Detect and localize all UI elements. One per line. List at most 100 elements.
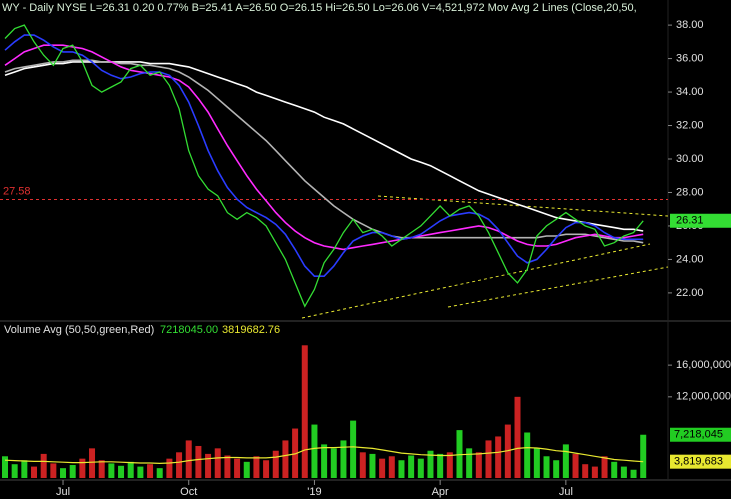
volume-bar xyxy=(118,465,125,478)
volume-bar xyxy=(40,453,47,478)
volume-bar xyxy=(301,345,308,478)
volume-bar xyxy=(601,456,608,478)
volume-bar xyxy=(205,453,212,478)
volume-bar xyxy=(398,460,405,478)
volume-bar xyxy=(311,424,318,478)
volume-bar xyxy=(495,436,502,478)
volume-bar xyxy=(60,468,67,478)
volume-bar xyxy=(369,453,376,478)
volume-tag xyxy=(670,427,731,442)
price-header: WY - Daily NYSE L=26.31 0.20 0.77% B=25.… xyxy=(2,2,637,14)
volume-bar xyxy=(11,464,18,478)
volume-bar xyxy=(185,440,192,478)
volume-bar xyxy=(330,448,337,478)
y-tick-label: 16,000,000 xyxy=(676,359,731,371)
volume-bar xyxy=(582,464,589,478)
volume-bar xyxy=(253,456,260,478)
volume-bar xyxy=(533,448,540,478)
volume-bar xyxy=(466,448,473,478)
volume-bar xyxy=(50,463,57,478)
volume-bar xyxy=(156,468,163,478)
volume-bar xyxy=(456,430,463,478)
volume-bar xyxy=(108,463,115,478)
volume-bar xyxy=(446,452,453,478)
volume-bar xyxy=(562,444,569,478)
moving-average xyxy=(4,44,644,251)
volume-bar xyxy=(21,460,28,478)
y-tick-label: 28.00 xyxy=(676,186,704,198)
x-tick-label: Jul xyxy=(559,486,573,498)
price-tag xyxy=(670,213,731,228)
volume-bar xyxy=(98,460,105,478)
y-tick-label: 36.00 xyxy=(676,52,704,64)
volume-bar xyxy=(263,460,270,478)
volume-bar xyxy=(282,440,289,478)
volume-bar xyxy=(572,453,579,478)
volume-bar xyxy=(417,458,424,478)
volume-tag-label: 3,819,683 xyxy=(674,456,723,468)
trend-line xyxy=(301,243,651,319)
volume-bar xyxy=(437,453,444,478)
volume-tag xyxy=(670,454,731,469)
volume-bar xyxy=(359,452,366,478)
volume-legend-value: 7218045.00 xyxy=(160,324,218,336)
volume-bar xyxy=(591,466,598,478)
volume-bar xyxy=(127,461,134,478)
volume-bar xyxy=(379,458,386,478)
volume-bar xyxy=(176,452,183,478)
volume-legend-value: 3819682.76 xyxy=(222,324,280,336)
volume-bar xyxy=(543,456,550,478)
volume-bar xyxy=(514,396,521,478)
volume-bar xyxy=(340,440,347,478)
y-tick-label: 12,000,000 xyxy=(676,391,731,403)
moving-average xyxy=(4,34,644,277)
volume-bar xyxy=(408,455,415,478)
volume-tag-label: 7,218,045 xyxy=(674,429,723,441)
volume-average xyxy=(4,446,644,465)
volume-bar xyxy=(630,469,637,478)
x-tick-label: Apr xyxy=(432,486,449,498)
volume-bar xyxy=(2,456,8,478)
volume-bar xyxy=(350,420,357,478)
volume-bar xyxy=(224,455,231,478)
price-tag-label: 26.31 xyxy=(676,215,704,227)
x-tick-label: Oct xyxy=(180,486,197,498)
y-tick-label: 32.00 xyxy=(676,119,704,131)
x-tick-label: '19 xyxy=(307,486,321,498)
volume-bar xyxy=(475,452,482,478)
volume-header: Volume Avg (50,50,green,Red) xyxy=(4,324,154,336)
volume-bar xyxy=(89,448,96,478)
volume-bar xyxy=(553,460,560,478)
volume-bar xyxy=(485,440,492,478)
volume-bar xyxy=(147,464,154,478)
y-tick-label: 24.00 xyxy=(676,253,704,265)
volume-bar xyxy=(234,458,241,478)
volume-bar xyxy=(195,445,202,478)
volume-bar xyxy=(137,466,144,478)
volume-bar xyxy=(321,444,328,478)
volume-bar xyxy=(388,456,395,478)
y-tick-label: 38.00 xyxy=(676,19,704,31)
volume-bar xyxy=(272,450,279,478)
plot-layer: 22.0024.0026.0028.0030.0032.0034.0036.00… xyxy=(0,19,731,498)
y-tick-label: 22.00 xyxy=(676,287,704,299)
volume-bar xyxy=(214,448,221,478)
volume-bar xyxy=(524,432,531,478)
volume-bar xyxy=(166,458,173,478)
y-tick-label: 34.00 xyxy=(676,86,704,98)
y-tick-label: 30.00 xyxy=(676,153,704,165)
level-label: 27.58 xyxy=(3,185,31,197)
volume-bar xyxy=(69,465,76,478)
volume-bar xyxy=(79,458,86,478)
volume-bar xyxy=(243,461,250,478)
price-line xyxy=(4,24,644,308)
volume-bar xyxy=(620,466,627,478)
x-tick-label: Jul xyxy=(56,486,70,498)
volume-bar xyxy=(31,466,38,478)
trend-line xyxy=(447,266,669,308)
volume-bar xyxy=(427,450,434,478)
volume-bar xyxy=(640,434,647,478)
volume-bar xyxy=(611,461,618,478)
